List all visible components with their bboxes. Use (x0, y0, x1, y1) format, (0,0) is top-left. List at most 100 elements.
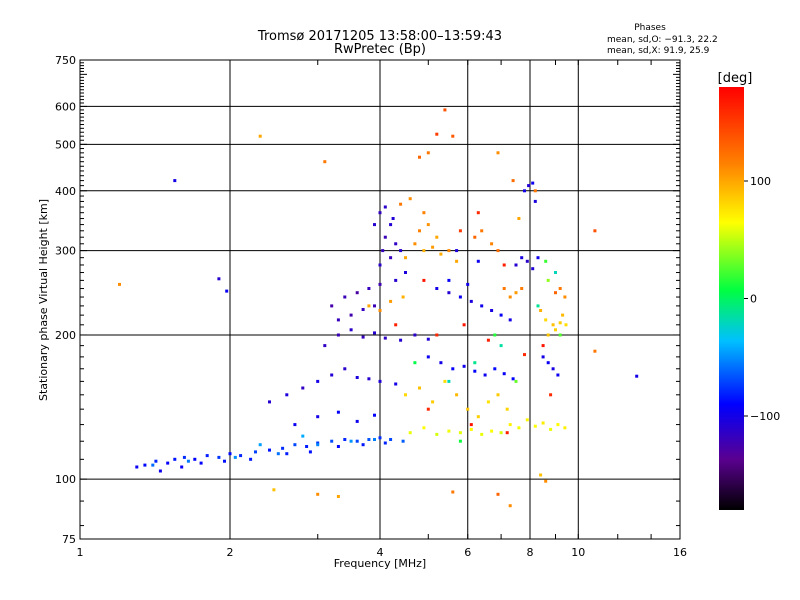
data-point (480, 432, 484, 436)
grid (80, 60, 680, 539)
data-point (355, 291, 359, 295)
colorbar-ticks: 100 0 −100 (744, 175, 780, 423)
data-point (422, 278, 426, 282)
data-point (556, 423, 560, 427)
data-point (383, 336, 387, 340)
data-point (508, 295, 512, 299)
data-point (293, 423, 297, 427)
data-point (525, 418, 529, 422)
data-point (473, 361, 477, 365)
stats-block: Phases mean, sd,O: −91.3, 22.2 mean, sd,… (607, 23, 718, 56)
x-tick-label: 1 (77, 546, 84, 559)
x-tick-labels: 1 2 4 6 8 10 16 (77, 546, 688, 559)
data-point (418, 386, 421, 390)
data-point (166, 461, 170, 465)
data-point (399, 338, 403, 342)
x-tick-label: 10 (571, 546, 585, 559)
data-point (435, 432, 439, 436)
data-point (511, 179, 515, 183)
data-point (539, 473, 543, 477)
data-point (276, 452, 280, 456)
data-point (316, 379, 320, 383)
data-point (462, 364, 466, 368)
data-point (499, 313, 503, 317)
data-point (135, 465, 139, 469)
data-point (285, 393, 289, 397)
data-point (378, 309, 382, 312)
data-point (431, 245, 435, 249)
data-point (505, 407, 509, 411)
data-point (316, 441, 320, 445)
data-point (546, 333, 550, 337)
data-point (455, 393, 459, 397)
data-point (418, 155, 421, 159)
data-point (473, 235, 477, 239)
data-point (493, 367, 497, 371)
data-point (151, 463, 155, 467)
data-point (473, 369, 477, 373)
data-point (508, 504, 512, 508)
data-point (458, 229, 462, 233)
data-point (422, 426, 426, 430)
data-point (533, 199, 537, 203)
data-point (373, 438, 376, 441)
data-point (330, 373, 334, 377)
data-point (336, 333, 340, 337)
data-point (330, 304, 334, 308)
data-point (268, 400, 271, 404)
data-point (435, 235, 439, 239)
data-point (394, 323, 398, 327)
data-point (228, 452, 232, 456)
data-point (336, 318, 340, 322)
data-point (561, 313, 565, 317)
data-point (355, 419, 359, 423)
data-point (502, 263, 506, 267)
data-point (511, 377, 515, 381)
data-point (367, 377, 371, 381)
data-point (554, 271, 557, 274)
data-point (527, 184, 531, 188)
data-point (180, 465, 184, 469)
data-point (378, 211, 382, 215)
data-point (556, 373, 560, 377)
y-tick-label: 600 (55, 100, 76, 113)
data-point (435, 333, 439, 337)
data-point (349, 313, 353, 317)
data-point (343, 295, 347, 299)
data-point (118, 282, 121, 286)
data-point (199, 461, 203, 465)
data-point (493, 333, 497, 337)
data-point (508, 318, 512, 322)
data-point (539, 309, 543, 312)
data-point (451, 490, 455, 494)
data-point (383, 205, 387, 209)
data-point (205, 454, 209, 458)
data-point (361, 308, 365, 311)
data-point (343, 438, 347, 441)
axis-ticks (80, 60, 680, 539)
data-point (349, 439, 353, 443)
data-point (158, 469, 162, 473)
data-point (533, 424, 537, 428)
data-point (418, 229, 421, 233)
data-point (336, 410, 340, 414)
data-point (476, 259, 480, 263)
x-tick-label: 6 (464, 546, 471, 559)
data-point (451, 134, 455, 138)
colorbar-gradient (719, 87, 744, 510)
data-point (413, 361, 417, 365)
stats-line-x: mean, sd,X: 91.9, 25.9 (607, 46, 710, 56)
data-point (233, 455, 237, 459)
data-point (404, 393, 407, 397)
data-point (499, 431, 503, 435)
data-point (502, 287, 506, 290)
data-point (323, 160, 327, 164)
data-point (443, 379, 447, 383)
data-point (316, 443, 320, 447)
data-point (635, 374, 639, 378)
x-tick-label: 4 (377, 546, 384, 559)
data-point (426, 355, 430, 359)
data-point (173, 457, 177, 461)
data-point (451, 367, 455, 371)
data-point (476, 415, 480, 419)
